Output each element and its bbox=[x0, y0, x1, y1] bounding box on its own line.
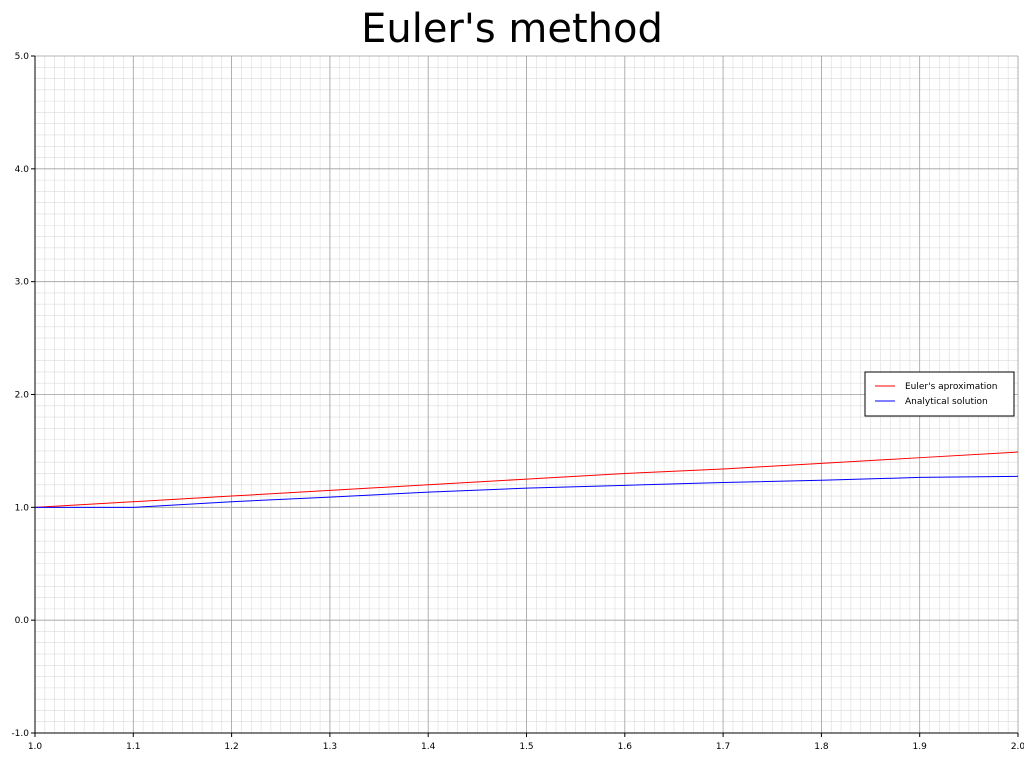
x-tick-label: 1.4 bbox=[421, 742, 436, 752]
y-tick-label: 0.0 bbox=[15, 616, 30, 626]
x-tick-label: 1.1 bbox=[126, 742, 140, 752]
x-tick-label: 1.0 bbox=[28, 742, 43, 752]
legend-label: Analytical solution bbox=[905, 397, 988, 407]
series-line-analytical bbox=[35, 475, 1019, 508]
x-tick-label: 1.2 bbox=[224, 742, 238, 752]
y-tick-labels: -1.0 0.0 1.0 2.0 3.0 4.0 5.0 bbox=[11, 52, 35, 739]
legend-label: Euler's aproximation bbox=[905, 382, 997, 392]
x-tick-label: 1.6 bbox=[618, 742, 633, 752]
x-tick-label: 1.5 bbox=[519, 742, 533, 752]
y-tick-label: 3.0 bbox=[15, 278, 30, 288]
x-tick-label: 1.8 bbox=[814, 742, 829, 752]
x-tick-labels: 1.0 1.1 1.2 1.3 1.4 1.5 1.6 1.7 1.8 1.9 2.0 bbox=[28, 733, 1024, 752]
y-tick-label: 4.0 bbox=[15, 165, 30, 175]
legend-box bbox=[864, 371, 1015, 417]
series-layer bbox=[34, 451, 1019, 508]
series-line-euler bbox=[34, 451, 1019, 508]
chart-title: Euler's method bbox=[361, 6, 663, 52]
y-tick-label: 2.0 bbox=[15, 391, 30, 401]
x-tick-label: 1.3 bbox=[323, 742, 337, 752]
y-tick-label: -1.0 bbox=[11, 729, 29, 739]
y-tick-label: 1.0 bbox=[15, 503, 30, 513]
y-tick-label: 5.0 bbox=[15, 52, 30, 62]
x-tick-label: 1.7 bbox=[716, 742, 730, 752]
major-grid bbox=[34, 55, 1019, 734]
x-tick-label: 2.0 bbox=[1011, 742, 1024, 752]
legend: Euler's aproximation Analytical solution bbox=[864, 371, 1015, 417]
x-tick-label: 1.9 bbox=[913, 742, 928, 752]
